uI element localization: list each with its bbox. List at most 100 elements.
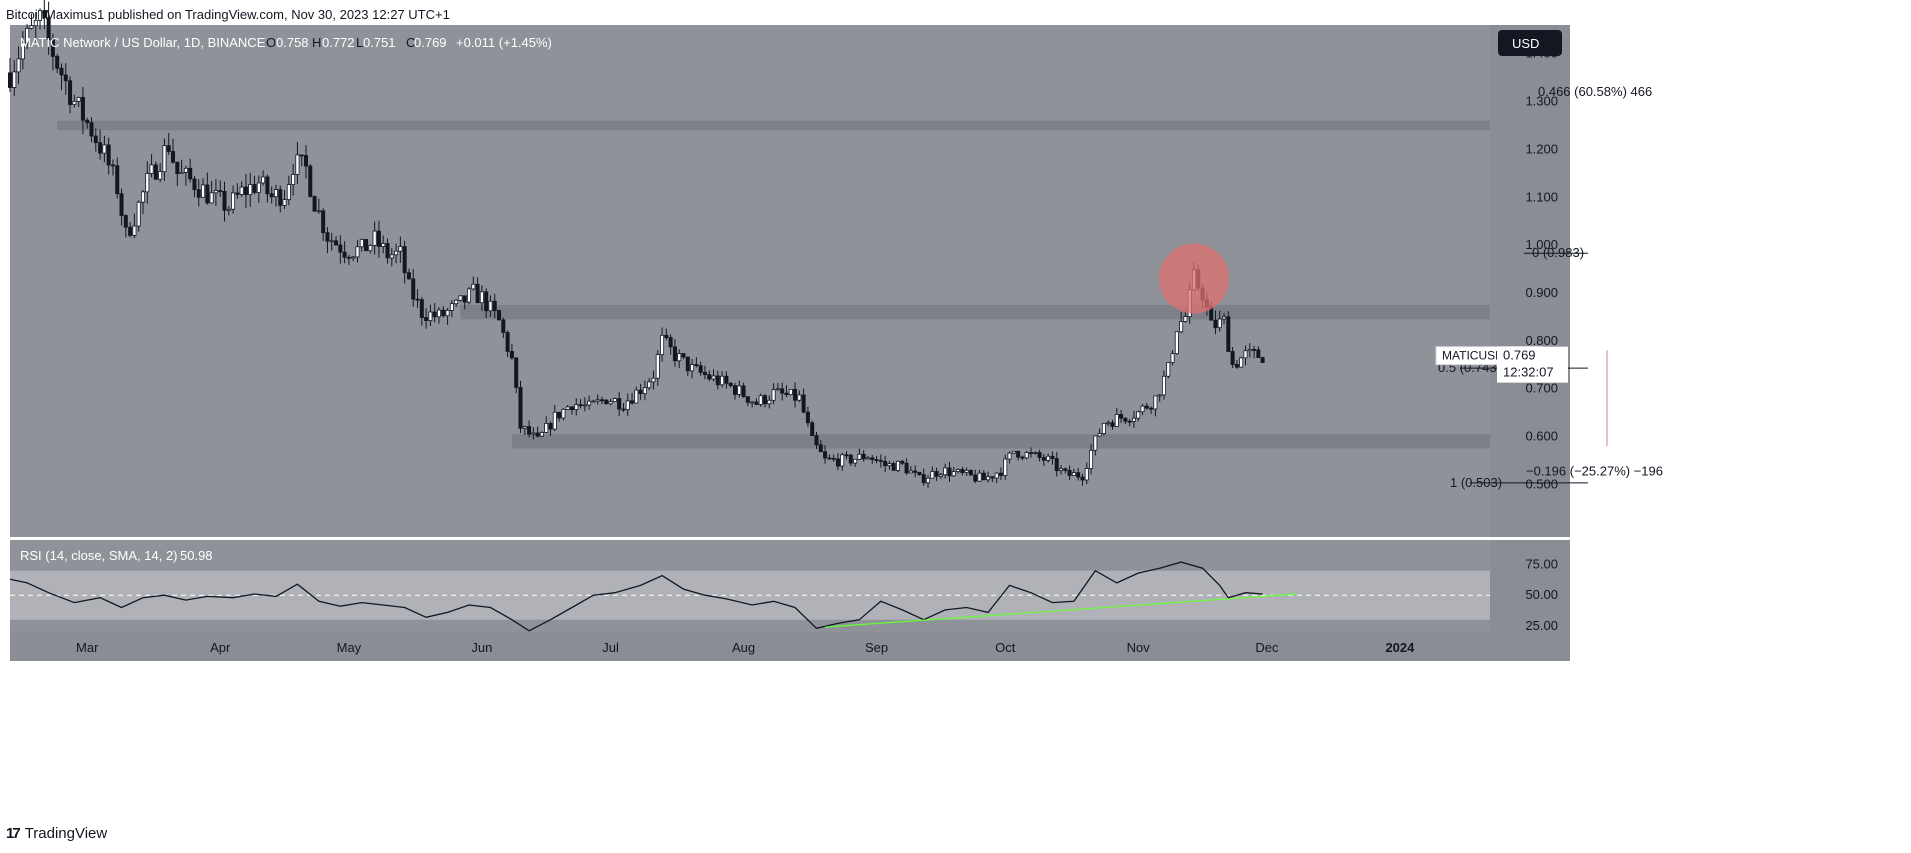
candle-body[interactable]: [960, 469, 965, 473]
candle-body[interactable]: [1033, 452, 1038, 454]
candle-body[interactable]: [681, 353, 686, 358]
candle-body[interactable]: [1226, 316, 1231, 352]
candle-body[interactable]: [85, 119, 90, 124]
candle-body[interactable]: [754, 401, 759, 405]
candle-body[interactable]: [896, 460, 901, 471]
candle-body[interactable]: [59, 67, 64, 76]
candle-body[interactable]: [651, 377, 656, 383]
candle-body[interactable]: [29, 25, 34, 29]
candle-body[interactable]: [1067, 469, 1072, 476]
candle-body[interactable]: [900, 460, 905, 464]
candle-body[interactable]: [166, 145, 171, 152]
candle-body[interactable]: [1024, 452, 1029, 459]
candle-body[interactable]: [497, 310, 502, 321]
candle-body[interactable]: [1076, 472, 1081, 478]
candle-body[interactable]: [110, 164, 115, 167]
candle-body[interactable]: [316, 210, 321, 213]
candle-body[interactable]: [913, 470, 918, 473]
candle-body[interactable]: [634, 389, 639, 404]
candle-body[interactable]: [179, 171, 184, 175]
candle-body[interactable]: [737, 385, 742, 395]
candle-body[interactable]: [763, 395, 768, 405]
candle-body[interactable]: [561, 408, 566, 419]
candle-body[interactable]: [398, 246, 403, 252]
candle-body[interactable]: [1097, 433, 1102, 437]
candle-body[interactable]: [964, 469, 969, 473]
candle-body[interactable]: [261, 176, 266, 184]
candle-body[interactable]: [342, 251, 347, 258]
candle-body[interactable]: [672, 346, 677, 362]
candle-body[interactable]: [998, 472, 1003, 476]
candle-body[interactable]: [33, 20, 38, 27]
candle-body[interactable]: [552, 411, 557, 430]
candle-body[interactable]: [76, 97, 81, 102]
candle-body[interactable]: [582, 404, 587, 407]
candle-body[interactable]: [471, 283, 476, 290]
candle-body[interactable]: [1179, 321, 1184, 333]
candle-body[interactable]: [338, 244, 343, 253]
chart-canvas[interactable]: 0 (0.983)0.5 (0.743)1 (0.503)0.466 (60.5…: [0, 0, 1911, 822]
candle-body[interactable]: [947, 467, 952, 477]
candle-body[interactable]: [522, 426, 527, 429]
candle-body[interactable]: [1252, 348, 1257, 351]
tradingview-logo-icon[interactable]: 17: [6, 825, 21, 842]
candle-body[interactable]: [1230, 351, 1235, 365]
candle-body[interactable]: [1101, 422, 1106, 434]
candle-body[interactable]: [291, 174, 296, 186]
candle-body[interactable]: [1020, 456, 1025, 459]
candle-body[interactable]: [89, 122, 94, 137]
candle-body[interactable]: [428, 311, 433, 322]
candle-body[interactable]: [621, 408, 626, 411]
candle-body[interactable]: [887, 463, 892, 467]
candle-body[interactable]: [424, 317, 429, 322]
candle-body[interactable]: [827, 457, 832, 460]
candle-body[interactable]: [449, 303, 454, 311]
candle-body[interactable]: [299, 154, 304, 157]
candle-body[interactable]: [248, 184, 253, 196]
candle-body[interactable]: [213, 190, 218, 194]
candle-body[interactable]: [475, 283, 480, 304]
candle-body[interactable]: [467, 288, 472, 303]
candle-body[interactable]: [694, 364, 699, 367]
candle-body[interactable]: [840, 454, 845, 467]
candle-body[interactable]: [445, 310, 450, 317]
candle-body[interactable]: [98, 142, 103, 154]
candle-body[interactable]: [1007, 452, 1012, 460]
candle-body[interactable]: [231, 192, 236, 210]
candle-body[interactable]: [977, 472, 982, 482]
candle-body[interactable]: [209, 192, 214, 204]
candle-body[interactable]: [196, 189, 201, 198]
candle-body[interactable]: [732, 385, 737, 395]
candle-body[interactable]: [38, 10, 43, 21]
candle-body[interactable]: [917, 471, 922, 475]
candle-body[interactable]: [767, 399, 772, 405]
candle-body[interactable]: [50, 38, 55, 57]
candle-body[interactable]: [80, 97, 85, 121]
horizontal-zone-2[interactable]: [460, 304, 1490, 320]
candle-body[interactable]: [1153, 395, 1158, 410]
candle-body[interactable]: [436, 309, 441, 318]
candle-body[interactable]: [973, 474, 978, 482]
candle-body[interactable]: [188, 167, 193, 180]
candle-body[interactable]: [334, 240, 339, 246]
candle-body[interactable]: [505, 332, 510, 352]
candle-body[interactable]: [986, 476, 991, 481]
candle-body[interactable]: [793, 388, 798, 401]
candle-body[interactable]: [381, 243, 386, 247]
candle-body[interactable]: [956, 469, 961, 472]
candle-body[interactable]: [1110, 422, 1115, 427]
candle-body[interactable]: [788, 388, 793, 396]
candle-body[interactable]: [175, 161, 180, 175]
candle-body[interactable]: [908, 470, 913, 474]
candle-body[interactable]: [1161, 375, 1166, 396]
candle-body[interactable]: [707, 374, 712, 380]
candle-body[interactable]: [1003, 458, 1008, 476]
candle-body[interactable]: [702, 371, 707, 376]
candle-body[interactable]: [25, 27, 30, 44]
candle-body[interactable]: [295, 154, 300, 175]
candle-body[interactable]: [548, 422, 553, 430]
candle-body[interactable]: [943, 467, 948, 476]
candle-body[interactable]: [226, 208, 231, 211]
candle-body[interactable]: [286, 184, 291, 200]
time-axis[interactable]: [10, 632, 1490, 661]
